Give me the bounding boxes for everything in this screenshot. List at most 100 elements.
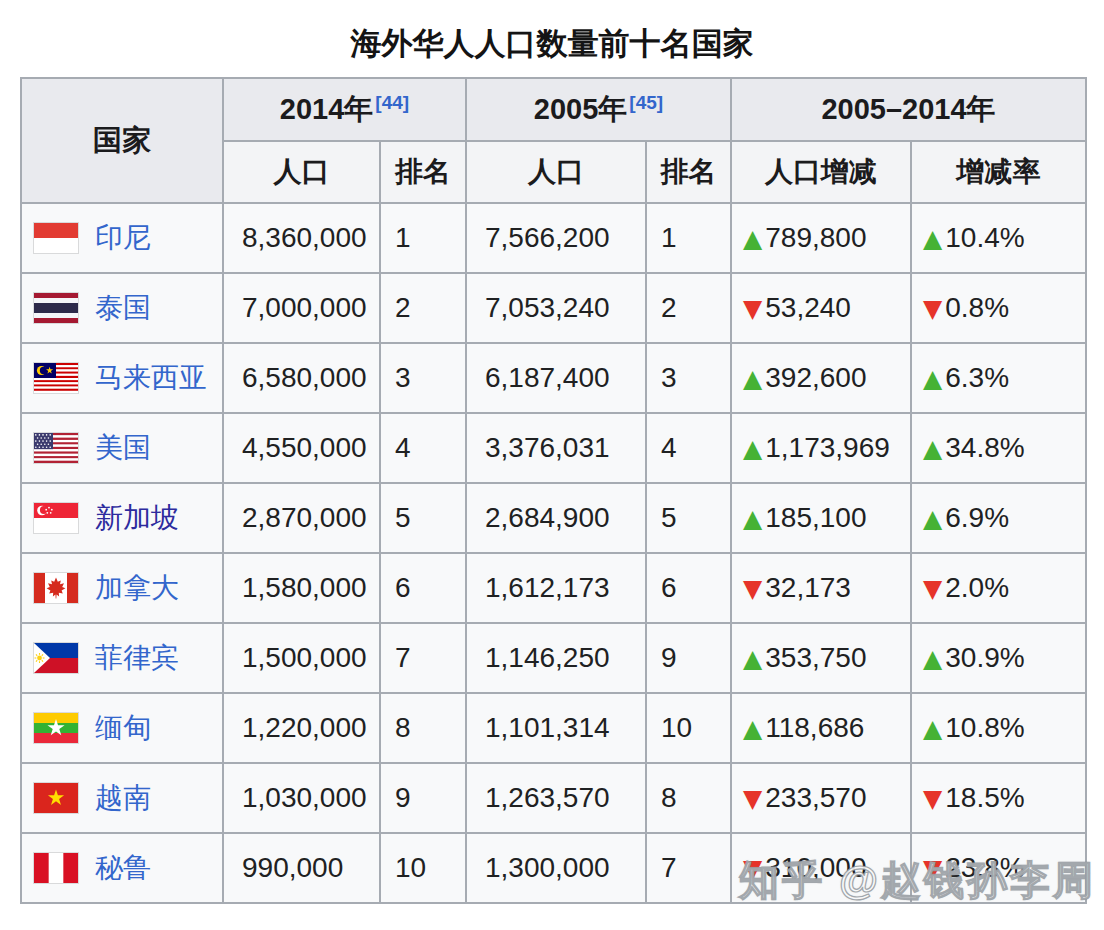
population-change-value: 353,750 (765, 642, 866, 673)
change-rate-value: 10.8% (945, 712, 1024, 743)
population-change-value: 392,600 (765, 362, 866, 393)
population-change-value: 118,686 (765, 712, 864, 743)
flag-myanmar-icon (34, 713, 78, 743)
population-2014-cell: 7,000,000 (223, 273, 380, 343)
population-2014-cell: 1,220,000 (223, 693, 380, 763)
population-change-cell: ▲1,173,969 (731, 413, 911, 483)
population-2014-cell: 1,580,000 (223, 553, 380, 623)
column-header-rank-2005: 排名 (646, 141, 731, 203)
column-header-pop-2014: 人口 (223, 141, 380, 203)
population-2014-cell: 2,870,000 (223, 483, 380, 553)
country-cell: 菲律宾 (21, 623, 223, 693)
table-row: 马来西亚 6,580,000 3 6,187,400 3 ▲392,600 ▲6… (21, 343, 1086, 413)
country-link[interactable]: 缅甸 (95, 709, 151, 747)
population-change-value: 53,240 (765, 292, 851, 323)
flag-usa-icon (34, 433, 78, 463)
flag-peru-icon (34, 853, 78, 883)
country-cell: 马来西亚 (21, 343, 223, 413)
population-2014-cell: 6,580,000 (223, 343, 380, 413)
population-change-cell: ▼32,173 (731, 553, 911, 623)
up-triangle-icon: ▲ (923, 224, 942, 253)
change-rate-cell: ▼2.0% (911, 553, 1086, 623)
country-cell: 印尼 (21, 203, 223, 273)
reference-link-44[interactable]: [44] (375, 92, 409, 113)
change-rate-value: 10.4% (945, 222, 1024, 253)
down-triangle-icon: ▼ (923, 574, 942, 603)
country-cell: 缅甸 (21, 693, 223, 763)
country-cell: 越南 (21, 763, 223, 833)
change-rate-cell: ▲34.8% (911, 413, 1086, 483)
population-change-cell: ▲392,600 (731, 343, 911, 413)
change-rate-cell: ▲10.8% (911, 693, 1086, 763)
population-2005-cell: 7,566,200 (466, 203, 646, 273)
rank-2014-cell: 7 (380, 623, 466, 693)
up-triangle-icon: ▲ (923, 364, 942, 393)
country-link[interactable]: 印尼 (95, 219, 151, 257)
country-cell: 新加坡 (21, 483, 223, 553)
population-change-cell: ▼233,570 (731, 763, 911, 833)
rank-2005-cell: 7 (646, 833, 731, 903)
population-2014-cell: 1,030,000 (223, 763, 380, 833)
population-change-cell: ▼53,240 (731, 273, 911, 343)
watermark: 知乎 @赵钱孙李周 (739, 853, 1096, 908)
column-header-country: 国家 (21, 78, 223, 203)
up-triangle-icon: ▲ (743, 364, 762, 393)
population-2005-cell: 1,612,173 (466, 553, 646, 623)
population-change-cell: ▲353,750 (731, 623, 911, 693)
up-triangle-icon: ▲ (923, 714, 942, 743)
rank-2014-cell: 6 (380, 553, 466, 623)
rank-2005-cell: 10 (646, 693, 731, 763)
country-link[interactable]: 越南 (95, 779, 151, 817)
rank-2005-cell: 2 (646, 273, 731, 343)
change-rate-cell: ▼18.5% (911, 763, 1086, 833)
table-row: 菲律宾 1,500,000 7 1,146,250 9 ▲353,750 ▲30… (21, 623, 1086, 693)
change-rate-cell: ▲6.3% (911, 343, 1086, 413)
rank-2005-cell: 6 (646, 553, 731, 623)
flag-singapore-icon (34, 503, 78, 533)
population-change-value: 185,100 (765, 502, 866, 533)
country-cell: 秘鲁 (21, 833, 223, 903)
change-rate-value: 0.8% (945, 292, 1009, 323)
population-2005-cell: 2,684,900 (466, 483, 646, 553)
country-link[interactable]: 美国 (95, 429, 151, 467)
down-triangle-icon: ▼ (743, 784, 762, 813)
rank-2014-cell: 1 (380, 203, 466, 273)
country-link[interactable]: 秘鲁 (95, 849, 151, 887)
country-link[interactable]: 加拿大 (95, 569, 179, 607)
column-group-2014: 2014年[44] (223, 78, 466, 141)
population-2005-cell: 3,376,031 (466, 413, 646, 483)
rank-2014-cell: 3 (380, 343, 466, 413)
flag-thailand-icon (34, 293, 78, 323)
population-change-value: 32,173 (765, 572, 851, 603)
country-link[interactable]: 马来西亚 (95, 359, 207, 397)
reference-link-45[interactable]: [45] (629, 92, 663, 113)
rank-2014-cell: 4 (380, 413, 466, 483)
country-link[interactable]: 菲律宾 (95, 639, 179, 677)
change-rate-value: 6.3% (945, 362, 1009, 393)
population-2014-cell: 4,550,000 (223, 413, 380, 483)
population-2005-cell: 1,146,250 (466, 623, 646, 693)
country-cell: 美国 (21, 413, 223, 483)
column-header-rank-2014: 排名 (380, 141, 466, 203)
rank-2005-cell: 8 (646, 763, 731, 833)
population-2005-cell: 6,187,400 (466, 343, 646, 413)
up-triangle-icon: ▲ (923, 644, 942, 673)
rank-2014-cell: 2 (380, 273, 466, 343)
page-title: 海外华人人口数量前十名国家 (0, 0, 1104, 36)
column-header-pop-2005: 人口 (466, 141, 646, 203)
rank-2014-cell: 8 (380, 693, 466, 763)
up-triangle-icon: ▲ (743, 504, 762, 533)
country-cell: 泰国 (21, 273, 223, 343)
country-link[interactable]: 新加坡 (95, 499, 179, 537)
population-2014-cell: 1,500,000 (223, 623, 380, 693)
population-change-cell: ▲789,800 (731, 203, 911, 273)
flag-malaysia-icon (34, 363, 78, 393)
change-rate-value: 30.9% (945, 642, 1024, 673)
up-triangle-icon: ▲ (923, 504, 942, 533)
population-2005-cell: 1,263,570 (466, 763, 646, 833)
population-change-cell: ▲185,100 (731, 483, 911, 553)
country-link[interactable]: 泰国 (95, 289, 151, 327)
group-2014-label: 2014年 (280, 93, 374, 125)
rank-2005-cell: 5 (646, 483, 731, 553)
group-2005-label: 2005年 (534, 93, 628, 125)
